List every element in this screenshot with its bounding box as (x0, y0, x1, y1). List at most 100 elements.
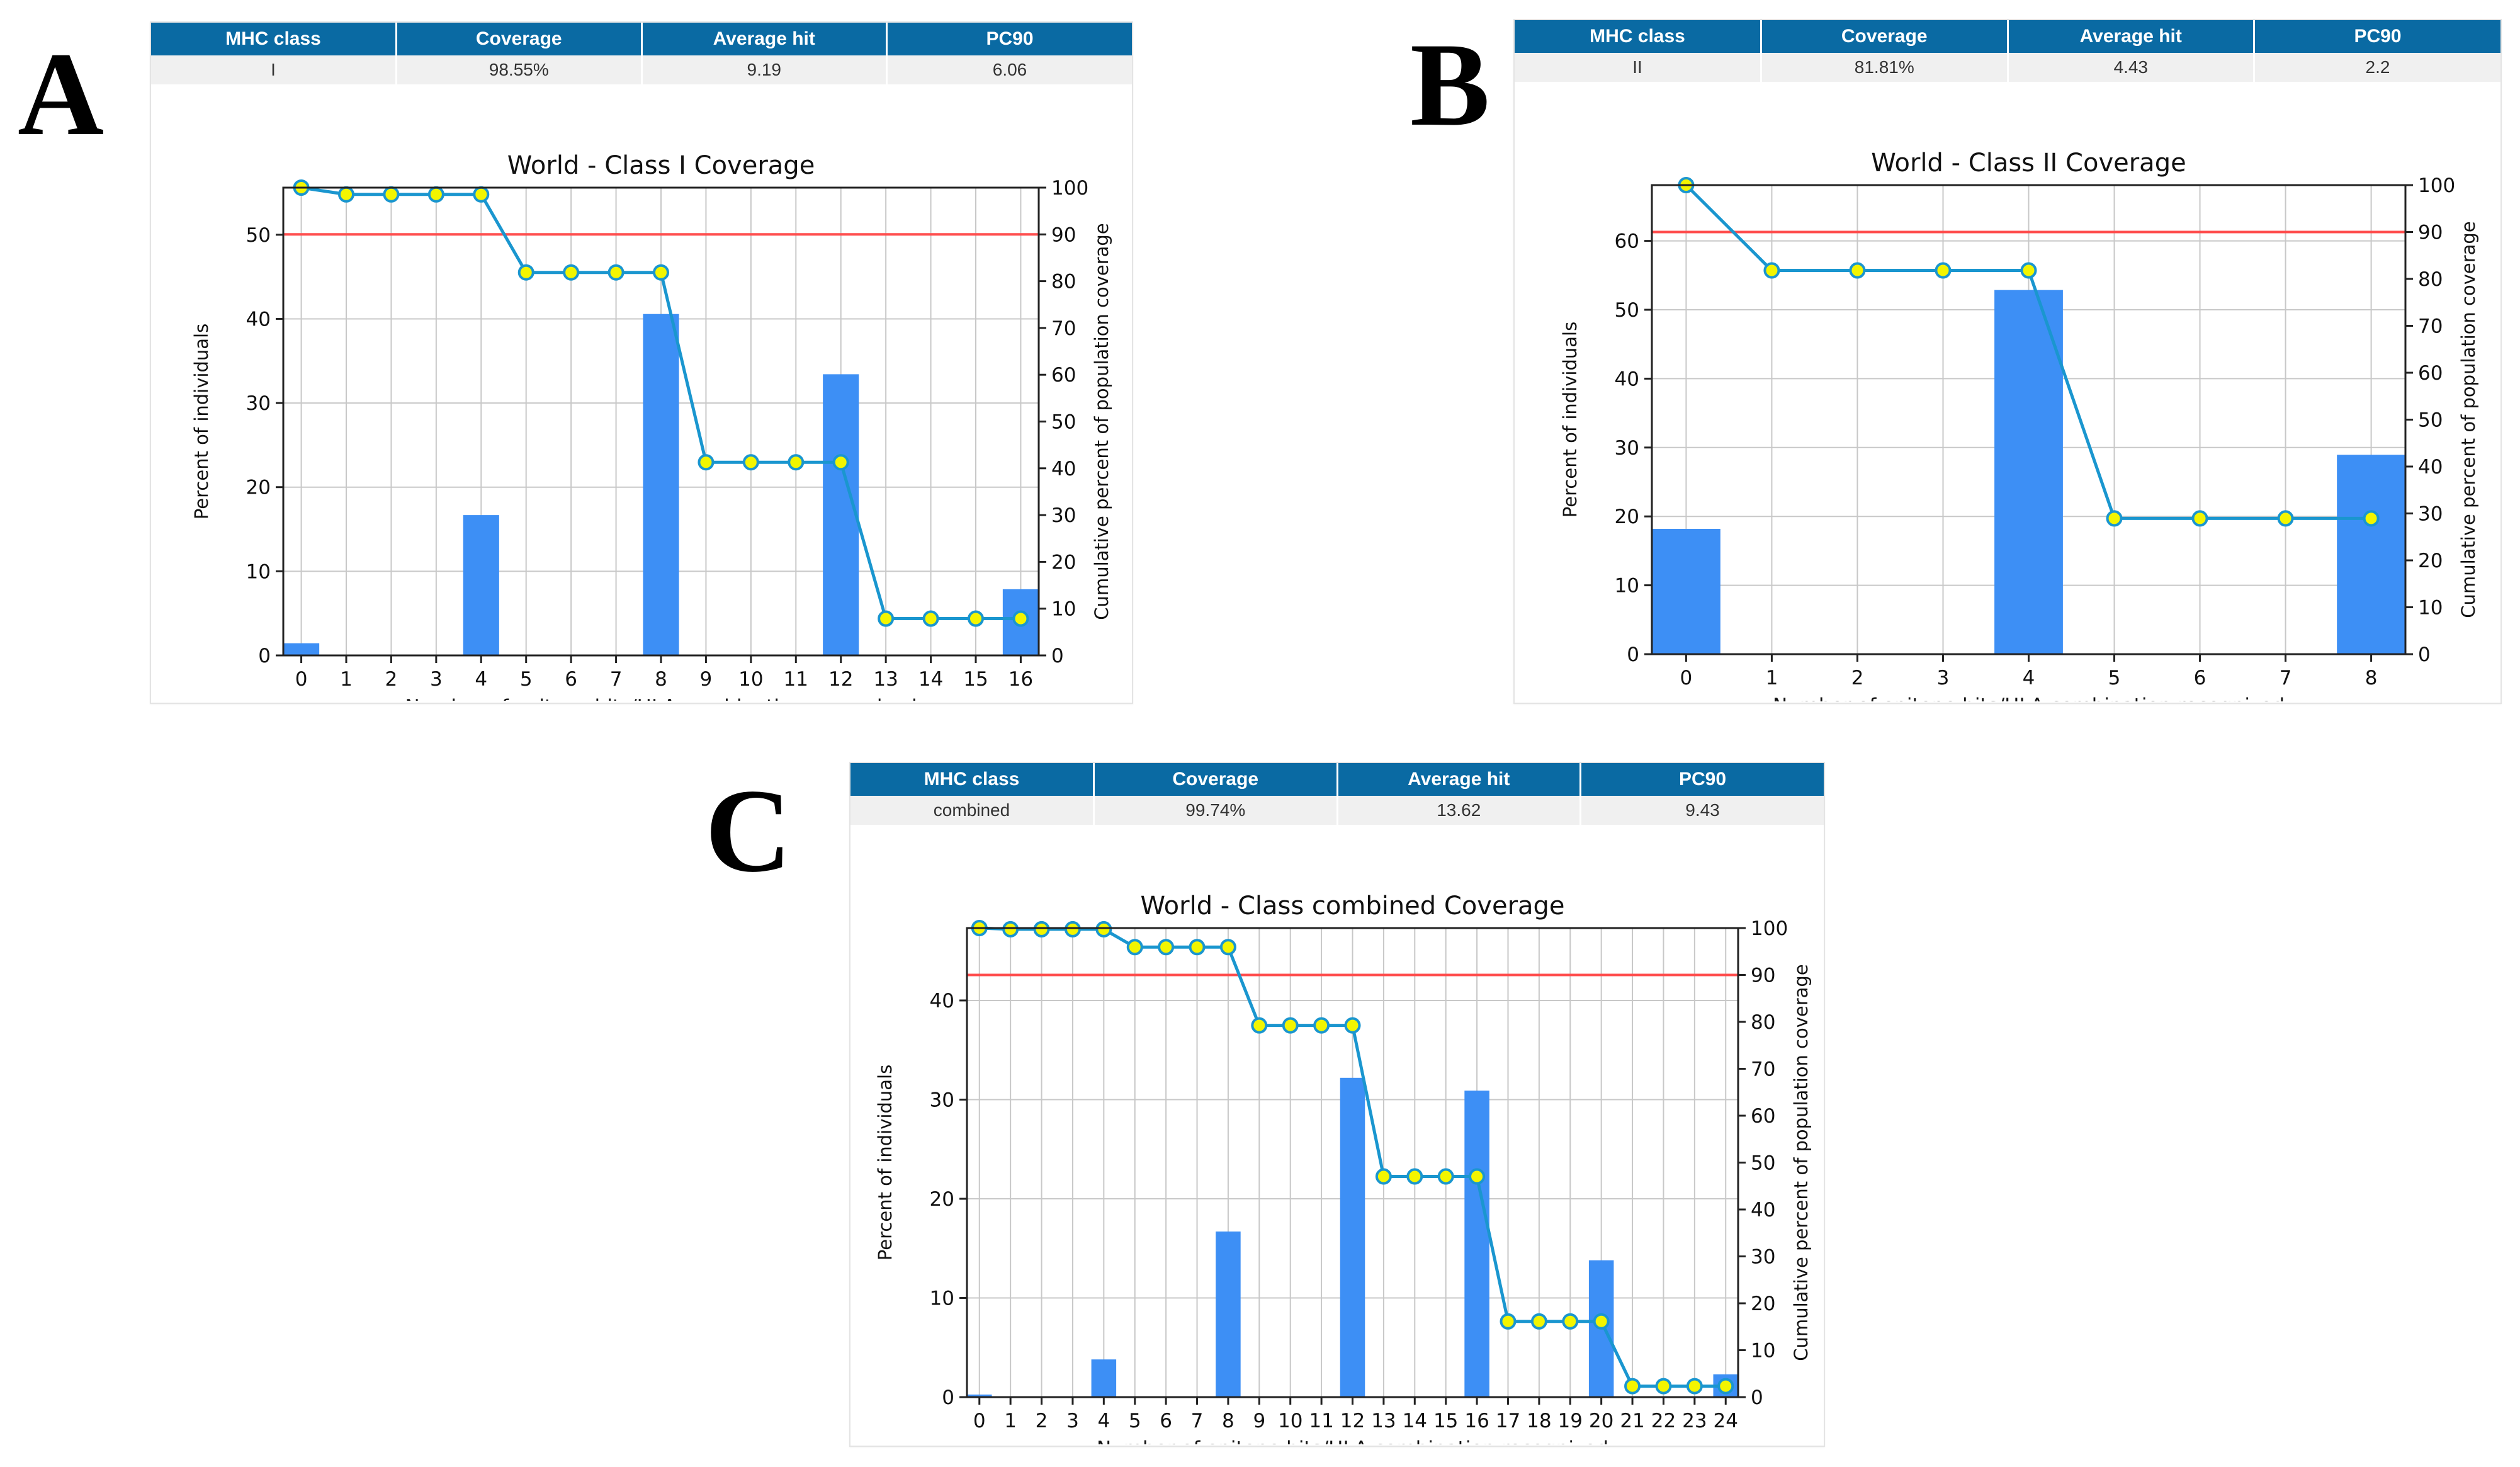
cell-average-hit: 9.19 (641, 55, 888, 84)
header-mhc-class: MHC class (151, 23, 397, 55)
y-tick-label: 0 (1627, 643, 1639, 666)
cumulative-point-8 (1219, 939, 1236, 956)
cumulative-point-11 (788, 454, 805, 471)
cumulative-point-6 (563, 264, 580, 281)
x-tick-label: 23 (1682, 1410, 1707, 1432)
header-pc90: PC90 (2254, 20, 2500, 53)
y2-tick-label: 80 (1051, 271, 1076, 293)
x-tick-label: 8 (655, 668, 667, 691)
cumulative-point-20 (1593, 1313, 1610, 1330)
panel-label-a: A (18, 28, 105, 161)
cumulative-point-5 (517, 264, 534, 281)
x-axis-label: Number of epitope hits/HLA combination r… (1097, 1437, 1608, 1444)
panel-b: MHC class Coverage Average hit PC90 II 8… (1513, 19, 2502, 704)
y2-tick-label: 100 (2418, 174, 2455, 197)
y2-tick-label: 60 (2418, 362, 2443, 385)
x-tick-label: 10 (738, 668, 763, 691)
cell-average-hit: 4.43 (2008, 53, 2255, 82)
cell-coverage: 99.74% (1093, 796, 1338, 825)
y-tick-label: 20 (246, 477, 271, 499)
cell-coverage: 98.55% (396, 55, 643, 84)
bar-0 (283, 643, 320, 655)
y-tick-label: 50 (1615, 299, 1639, 322)
x-tick-label: 2 (1851, 667, 1864, 689)
y-tick-label: 30 (930, 1089, 954, 1111)
x-tick-label: 12 (828, 668, 853, 691)
x-tick-label: 4 (475, 668, 487, 691)
x-tick-label: 0 (973, 1410, 986, 1432)
x-tick-label: 16 (1464, 1410, 1489, 1432)
y2-tick-label: 0 (2418, 643, 2431, 666)
x-tick-label: 5 (2108, 667, 2121, 689)
x-tick-label: 3 (430, 668, 443, 691)
y2-tick-label: 100 (1751, 917, 1788, 940)
x-tick-label: 24 (1714, 1410, 1738, 1432)
header-average-hit: Average hit (2008, 20, 2255, 53)
x-tick-label: 8 (1222, 1410, 1235, 1432)
y2-tick-label: 0 (1051, 645, 1064, 667)
cumulative-point-13 (878, 610, 895, 627)
y-tick-label: 0 (258, 645, 271, 667)
y2-tick-label: 10 (1051, 598, 1076, 621)
y-tick-label: 40 (1615, 368, 1639, 390)
x-tick-label: 15 (1433, 1410, 1458, 1432)
cumulative-point-24 (1717, 1378, 1734, 1395)
y-axis-label: Percent of individuals (1559, 322, 1581, 518)
x-tick-label: 20 (1589, 1410, 1613, 1432)
x-tick-label: 6 (1160, 1410, 1172, 1432)
cumulative-point-17 (1500, 1313, 1517, 1330)
cumulative-point-7 (1189, 939, 1206, 956)
header-mhc-class: MHC class (1515, 20, 1762, 53)
x-tick-label: 2 (385, 668, 398, 691)
y2-tick-label: 30 (1751, 1246, 1775, 1269)
y-tick-label: 40 (930, 990, 954, 1012)
cumulative-point-12 (1344, 1017, 1361, 1034)
x-tick-label: 1 (1766, 667, 1778, 689)
y2-tick-label: 30 (1051, 504, 1076, 527)
y2-tick-label: 40 (1051, 458, 1076, 480)
x-tick-label: 8 (2365, 667, 2378, 689)
y-tick-label: 30 (1615, 437, 1639, 460)
header-average-hit: Average hit (641, 23, 888, 55)
bar-4 (1091, 1359, 1117, 1397)
y2-tick-label: 40 (1751, 1199, 1775, 1221)
cumulative-point-16 (1012, 610, 1029, 627)
bar-12 (1340, 1077, 1365, 1397)
x-tick-label: 21 (1620, 1410, 1644, 1432)
cell-mhc-class: II (1515, 53, 1762, 82)
header-average-hit: Average hit (1337, 763, 1581, 796)
x-axis-label: Number of epitope hits/HLA combination r… (1773, 694, 2285, 701)
x-tick-label: 9 (700, 668, 713, 691)
cumulative-point-7 (2277, 510, 2294, 527)
y2-tick-label: 90 (2418, 222, 2443, 244)
cumulative-point-14 (1406, 1168, 1423, 1185)
header-pc90: PC90 (886, 23, 1132, 55)
panel-a: MHC class Coverage Average hit PC90 I 98… (150, 21, 1133, 704)
y2-tick-label: 70 (1051, 317, 1076, 340)
x-tick-label: 12 (1340, 1410, 1365, 1432)
x-tick-label: 10 (1278, 1410, 1302, 1432)
chart-title: World - Class combined Coverage (1140, 892, 1564, 920)
y-tick-label: 60 (1615, 230, 1639, 253)
x-tick-label: 6 (2194, 667, 2206, 689)
table-row: combined 99.74% 13.62 9.43 (850, 796, 1824, 825)
x-tick-label: 11 (784, 668, 808, 691)
y2-tick-label: 0 (1751, 1386, 1763, 1409)
cumulative-point-12 (832, 454, 849, 471)
x-tick-label: 0 (1680, 667, 1693, 689)
bar-16 (1464, 1090, 1489, 1397)
cumulative-point-9 (1251, 1017, 1268, 1034)
header-pc90: PC90 (1580, 763, 1824, 796)
x-tick-label: 14 (1403, 1410, 1427, 1432)
y-tick-label: 30 (246, 392, 271, 415)
cumulative-point-11 (1313, 1017, 1330, 1034)
cumulative-point-1 (1763, 262, 1780, 279)
bar-12 (823, 374, 859, 655)
y-tick-label: 20 (930, 1188, 954, 1211)
y2-tick-label: 60 (1051, 364, 1076, 387)
header-coverage: Coverage (1093, 763, 1338, 796)
cumulative-point-19 (1562, 1313, 1579, 1330)
cumulative-point-21 (1624, 1378, 1641, 1395)
